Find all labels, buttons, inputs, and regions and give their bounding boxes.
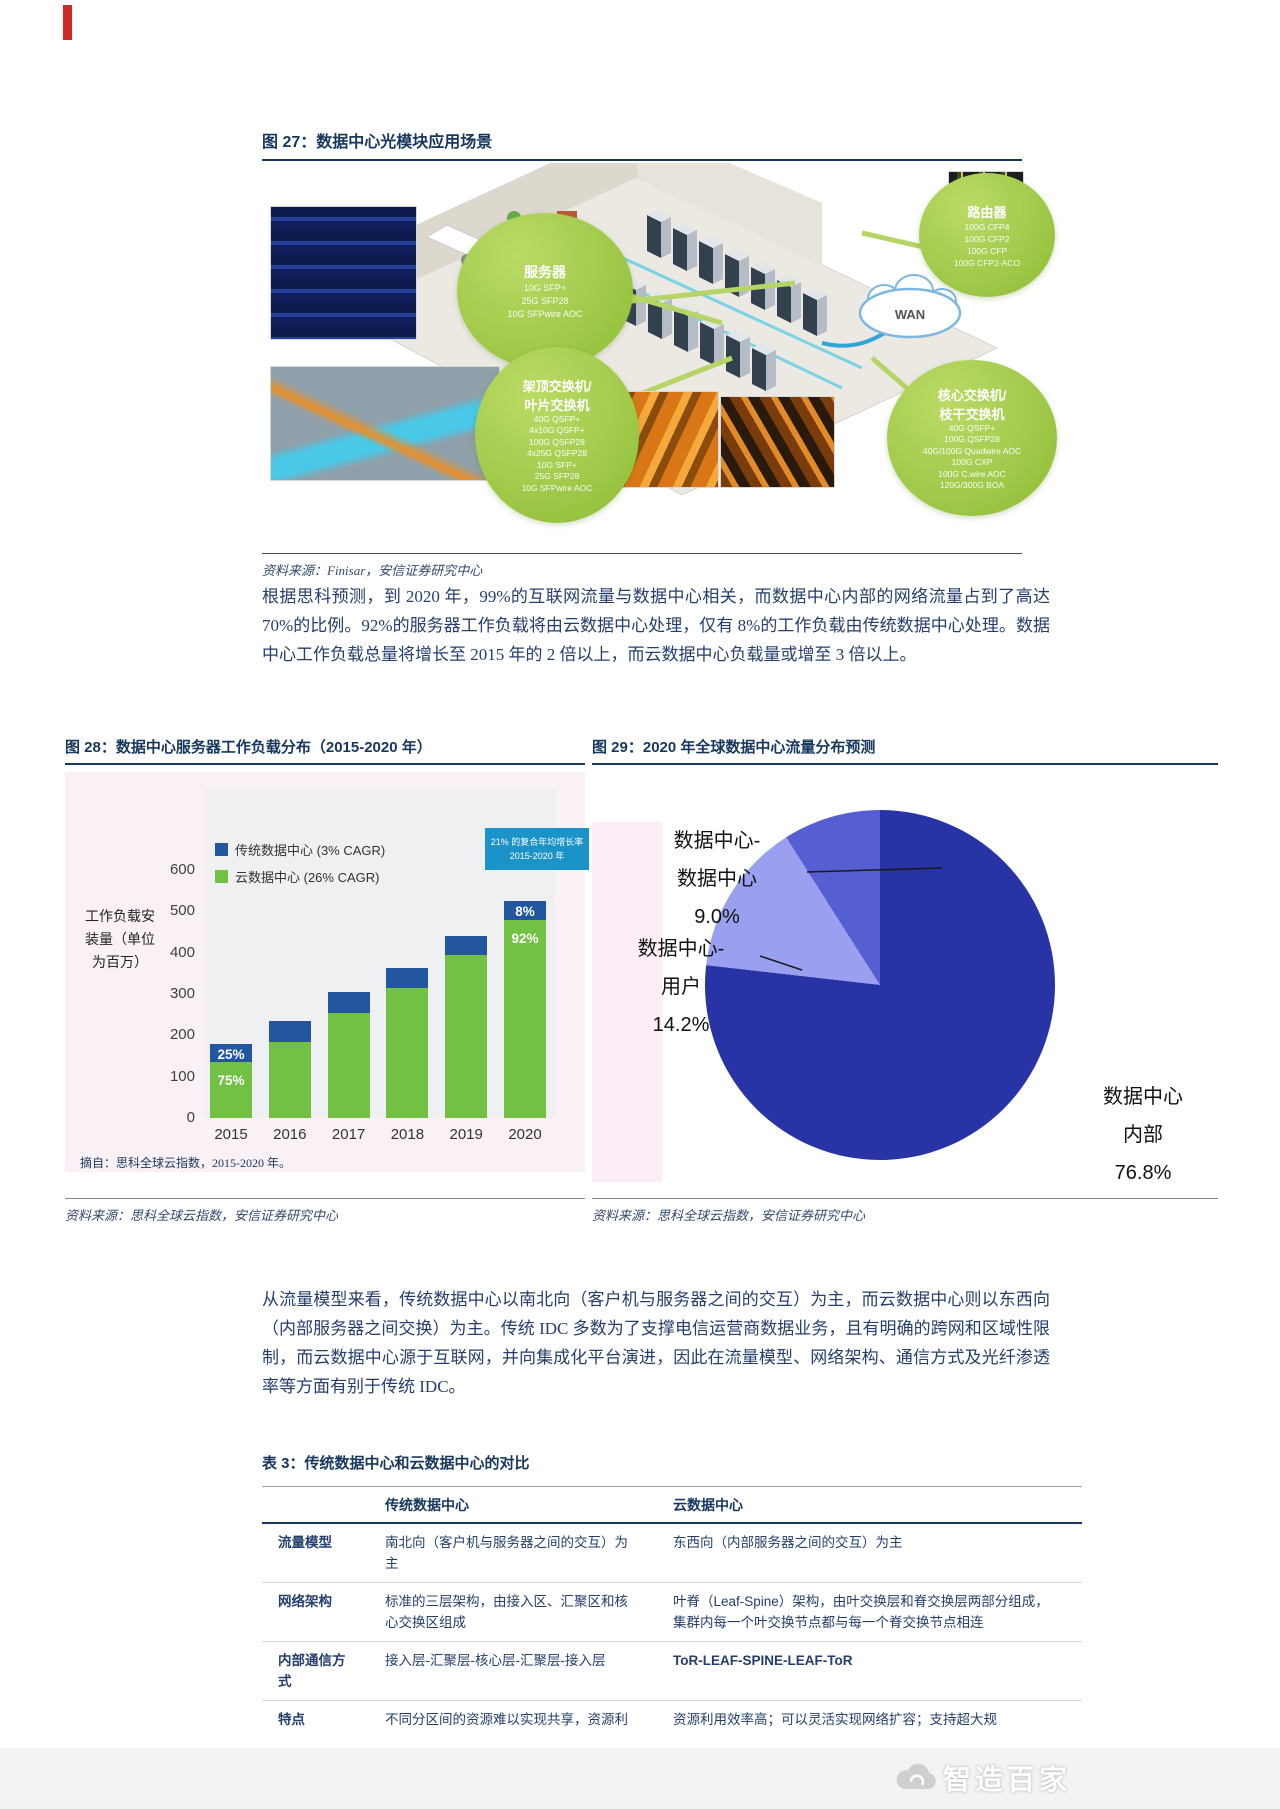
bar-label-cloud: 75% bbox=[217, 1073, 245, 1089]
table-row: 网络架构 标准的三层架构，由接入区、汇聚区和核心交换区组成 叶脊（Leaf-Sp… bbox=[262, 1582, 1082, 1642]
paragraph-cisco-forecast: 根据思科预测，到 2020 年，99%的互联网流量与数据中心相关，而数据中心内部… bbox=[262, 587, 1050, 664]
y-tick: 400 bbox=[169, 943, 195, 961]
bubble-title: 服务器 bbox=[524, 263, 566, 280]
figure27-source: 资料来源：Finisar，安信证券研究中心 bbox=[262, 563, 483, 578]
figure27-diagram: WAN 服务器 10G SFP+ 25G SFP28 10G SFPwire A… bbox=[262, 123, 1057, 525]
y-tick: 300 bbox=[169, 985, 195, 1002]
table-row: 内部通信方式 接入层-汇聚层-核心层-汇聚层-接入层 ToR-LEAF-SPIN… bbox=[262, 1641, 1082, 1701]
figure29-source: 资料来源：思科全球云指数，安信证券研究中心 bbox=[592, 1198, 1218, 1224]
bar-segment-cloud bbox=[327, 1012, 370, 1118]
y-axis-label: 工作负载安 装量（单位 为百万） bbox=[85, 908, 155, 970]
col-traditional-dc: 传统数据中心 bbox=[377, 1486, 665, 1524]
wan-label: WAN bbox=[895, 307, 925, 322]
bar-segment-traditional bbox=[445, 936, 488, 955]
bar-segment-traditional bbox=[327, 991, 370, 1013]
legend-swatch-cloud bbox=[215, 870, 228, 883]
table-header-row: 传统数据中心 云数据中心 bbox=[262, 1486, 1082, 1524]
y-tick: 0 bbox=[186, 1109, 195, 1126]
photo-orange-cables bbox=[720, 396, 835, 488]
x-tick-label: 2016 bbox=[273, 1126, 307, 1143]
bar-segment-cloud bbox=[445, 954, 488, 1118]
table3: 传统数据中心 云数据中心 流量模型 南北向（客户机与服务器之间的交互）为主 东西… bbox=[262, 1486, 1082, 1738]
table-row: 流量模型 南北向（客户机与服务器之间的交互）为主 东西向（内部服务器之间的交互）… bbox=[262, 1523, 1082, 1583]
bar-segment-traditional bbox=[386, 967, 429, 988]
x-tick-label: 2017 bbox=[331, 1126, 366, 1143]
paragraph-traffic-model: 从流量模型来看，传统数据中心以南北向（客户机与服务器之间的交互）为主，而云数据中… bbox=[262, 1290, 1050, 1396]
figure28-bar-chart: 25% 75% 8% 92% 工作负载安 装量（单位 为百万） 0 100 200 300 4… bbox=[65, 772, 589, 1172]
figure29-pie-chart: 数据中心- 数据中心 9.0% 数据中心- 用户 14.2% 数据中心 内部 7… bbox=[592, 772, 1218, 1192]
col-cloud-dc: 云数据中心 bbox=[665, 1486, 1082, 1524]
brand-watermark: 智造百家 bbox=[895, 1758, 1071, 1798]
figure28-source: 资料来源：思科全球云指数，安信证券研究中心 bbox=[65, 1198, 585, 1224]
y-tick: 600 bbox=[169, 861, 195, 878]
bubble-core-switch: 核心交换机/ 枝干交换机 40G QSFP+ 100G QSFP28 40G/1… bbox=[887, 360, 1057, 516]
pie-label-dc-to-dc: 数据中心- 数据中心 9.0% bbox=[673, 830, 761, 928]
bubble-server: 服务器 10G SFP+ 25G SFP28 10G SFPwire AOC bbox=[457, 213, 633, 369]
bar-segment-cloud bbox=[504, 919, 546, 1118]
bar-segment-cloud bbox=[210, 1062, 252, 1118]
figure27-bottom-rule bbox=[262, 553, 1022, 554]
brand-name: 智造百家 bbox=[943, 1764, 1072, 1795]
pie-label-dc-to-user: 数据中心- 用户 14.2% bbox=[637, 938, 725, 1036]
figure28-title: 图 28：数据中心服务器工作负载分布（2015-2020 年） bbox=[65, 736, 585, 765]
cloud-logo-icon bbox=[896, 1763, 936, 1789]
cyan-link-line bbox=[611, 251, 863, 370]
table-row: 特点 不同分区间的资源难以实现共享，资源利 资源利用效率高；可以灵活实现网络扩容… bbox=[278, 1712, 997, 1727]
table3-title: 表 3：传统数据中心和云数据中心的对比 bbox=[262, 1455, 530, 1472]
figure29-title: 图 29：2020 年全球数据中心流量分布预测 bbox=[592, 736, 1218, 765]
legend-swatch-traditional bbox=[215, 843, 228, 856]
bar-label-traditional: 25% bbox=[217, 1046, 245, 1062]
chart-footnote: 摘自：思科全球云指数，2015-2020 年。 bbox=[80, 1156, 291, 1170]
bubble-router: 路由器 100G CFP4 100G CFP2 100G CFP 100G CF… bbox=[919, 173, 1055, 297]
y-tick: 100 bbox=[169, 1067, 195, 1085]
bar-segment-traditional bbox=[504, 901, 546, 920]
x-tick-label: 2020 bbox=[508, 1126, 542, 1143]
red-edge-mark bbox=[63, 5, 72, 40]
legend-item: 传统数据中心 (3% CAGR) bbox=[215, 836, 385, 863]
bar-label-cloud: 92% bbox=[511, 930, 539, 946]
cagr-annotation: 21% 的复合年均增长率 2015-2020 年 bbox=[485, 828, 589, 870]
x-tick-label: 2015 bbox=[214, 1126, 248, 1143]
pie-label-within-dc: 数据中心 内部 76.8% bbox=[1103, 1086, 1183, 1184]
photo-server-racks bbox=[270, 206, 417, 340]
bar-label-traditional: 8% bbox=[515, 904, 535, 920]
bar-segment-traditional bbox=[210, 1043, 252, 1063]
footer: 智造百家 bbox=[0, 1748, 1280, 1809]
bar-segment-cloud bbox=[386, 987, 429, 1118]
y-tick: 500 bbox=[169, 902, 195, 920]
x-tick-label: 2019 bbox=[449, 1126, 483, 1143]
bar-segment-cloud bbox=[268, 1041, 311, 1118]
photo-fiber-patch-panel bbox=[270, 366, 500, 481]
legend-item: 云数据中心 (26% CAGR) bbox=[215, 863, 385, 890]
bubble-tor-leaf-switch: 架顶交换机/ 叶片交换机 40G QSFP+ 4x10G QSFP+ 100G … bbox=[475, 347, 639, 523]
y-tick: 200 bbox=[169, 1026, 195, 1044]
figure27-title: 图 27：数据中心光模块应用场景 bbox=[262, 128, 1022, 161]
bar-segment-traditional bbox=[268, 1020, 311, 1042]
chart-legend: 传统数据中心 (3% CAGR) 云数据中心 (26% CAGR) bbox=[215, 836, 385, 890]
panel-tint bbox=[592, 822, 662, 1182]
x-tick-label: 2018 bbox=[390, 1126, 425, 1143]
